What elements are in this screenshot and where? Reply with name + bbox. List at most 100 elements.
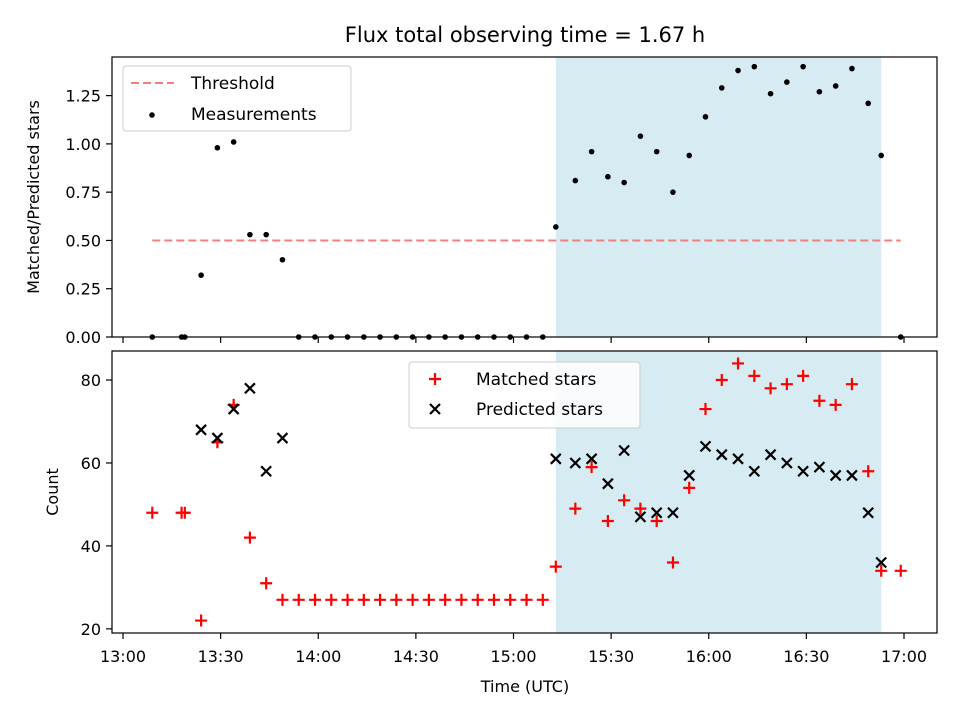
measurement-point	[214, 144, 221, 151]
legend-predicted-label: Predicted stars	[476, 400, 603, 420]
matched-star-point	[634, 502, 647, 515]
top-panel: 0.00 0.25 0.50 0.75 1.00 1.25 Matched/Predict…	[24, 56, 938, 347]
measurement-point	[247, 231, 253, 238]
bottom-y-tick-label: 60	[81, 454, 101, 473]
bottom-x-axis: 13:00 13:30 14:00 14:30 15:00 15:30 16:00 16:30…	[100, 633, 927, 666]
predicted-star-point	[276, 432, 289, 444]
top-y-tick-label: 0.00	[65, 328, 101, 347]
measurement-point	[230, 139, 237, 145]
matched-star-point	[650, 515, 663, 528]
top-y-axis: 0.00 0.25 0.50 0.75 1.00 1.25	[65, 87, 112, 347]
x-tick-label: 13:00	[100, 647, 146, 666]
matched-star-point	[341, 593, 354, 606]
matched-stars-series	[146, 357, 907, 627]
measurement-point	[670, 189, 676, 195]
predicted-star-point	[715, 448, 728, 461]
predicted-star-point	[875, 556, 887, 569]
top-y-axis-label: Matched/Predicted stars	[24, 100, 43, 294]
measurement-point	[816, 88, 823, 95]
measurement-point	[865, 100, 872, 107]
predicted-star-point	[618, 444, 630, 457]
matched-star-point	[780, 378, 793, 391]
chart-title: Flux total observing time = 1.67 h	[345, 23, 705, 47]
predicted-star-point	[667, 506, 679, 519]
matched-star-point	[732, 357, 745, 370]
top-y-tick-label: 0.75	[65, 183, 101, 202]
measurement-point	[800, 63, 806, 70]
matched-star-point	[549, 560, 562, 573]
matched-star-point	[325, 593, 338, 606]
predicted-star-point	[683, 469, 696, 482]
matched-star-point	[666, 556, 679, 569]
matched-star-point	[487, 593, 500, 606]
top-y-tick-label: 1.00	[65, 135, 101, 154]
measurement-point	[686, 152, 693, 159]
bottom-legend: Matched stars Predicted stars	[408, 361, 641, 429]
predicted-stars-series	[195, 382, 887, 569]
measurement-point	[735, 67, 741, 74]
matched-star-point	[178, 506, 191, 519]
top-legend: Threshold Measurements	[122, 65, 352, 132]
predicted-star-point	[764, 448, 777, 461]
top-axes-frame	[111, 56, 938, 338]
predicted-star-point	[813, 461, 826, 473]
legend-measurements-label: Measurements	[191, 105, 317, 125]
matched-star-point	[504, 593, 517, 606]
matched-star-point	[845, 378, 858, 391]
predicted-star-point	[748, 465, 761, 478]
matched-star-point	[195, 614, 208, 627]
matched-star-point	[390, 593, 403, 606]
top-shaded-region	[555, 57, 882, 337]
x-tick-label: 14:30	[393, 647, 439, 666]
matched-star-point	[520, 593, 533, 606]
matched-star-point	[260, 577, 273, 590]
matched-star-point	[748, 369, 761, 382]
matched-star-point	[439, 593, 452, 606]
measurement-point	[279, 256, 286, 263]
measurement-point	[588, 148, 595, 155]
legend-matched-swatch	[429, 373, 441, 385]
matched-star-point	[894, 564, 907, 577]
x-tick-label: 16:30	[783, 647, 829, 666]
x-tick-label: 15:30	[588, 647, 634, 666]
matched-star-point	[276, 593, 289, 606]
measurement-point	[653, 148, 660, 155]
predicted-star-point	[602, 477, 614, 490]
matched-star-point	[875, 564, 888, 577]
matched-star-point	[585, 461, 598, 474]
measurement-point	[878, 152, 885, 159]
matched-star-point	[699, 403, 712, 416]
matched-star-point	[422, 593, 435, 606]
bottom-legend-box	[408, 361, 641, 429]
predicted-star-point	[227, 403, 240, 415]
predicted-star-point	[634, 511, 647, 523]
matched-star-point	[797, 369, 810, 382]
measurement-point	[198, 272, 204, 279]
matched-star-point	[569, 502, 582, 515]
predicted-star-point	[862, 506, 874, 519]
matched-star-point	[292, 593, 305, 606]
matched-star-point	[813, 394, 826, 407]
legend-predicted-swatch	[429, 403, 441, 415]
predicted-star-point	[569, 457, 582, 469]
legend-matched-label: Matched stars	[476, 370, 596, 390]
measurement-point	[637, 133, 644, 139]
matched-star-point	[146, 506, 159, 519]
matched-star-point	[862, 465, 875, 478]
predicted-star-point	[550, 453, 562, 465]
measurement-point	[751, 63, 758, 70]
predicted-star-point	[829, 469, 842, 482]
predicted-star-point	[650, 506, 663, 519]
matched-star-point	[471, 593, 484, 606]
matched-star-point	[357, 593, 370, 606]
matched-star-point	[243, 531, 256, 544]
x-tick-label: 15:00	[490, 647, 536, 666]
top-y-tick-label: 1.25	[65, 87, 101, 106]
measurement-point	[263, 231, 269, 238]
matched-star-point	[374, 593, 387, 606]
measurement-point	[605, 173, 611, 180]
predicted-star-point	[244, 382, 256, 395]
matched-star-point	[406, 593, 419, 606]
x-axis-label: Time (UTC)	[480, 677, 569, 696]
